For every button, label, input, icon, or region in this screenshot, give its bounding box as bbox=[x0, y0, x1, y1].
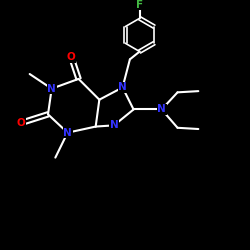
Text: O: O bbox=[17, 118, 26, 128]
Text: N: N bbox=[63, 128, 72, 138]
Text: F: F bbox=[136, 0, 143, 10]
Text: N: N bbox=[47, 84, 56, 94]
Text: N: N bbox=[118, 82, 127, 92]
Text: N: N bbox=[110, 120, 118, 130]
Text: O: O bbox=[67, 52, 76, 62]
Text: N: N bbox=[157, 104, 166, 115]
